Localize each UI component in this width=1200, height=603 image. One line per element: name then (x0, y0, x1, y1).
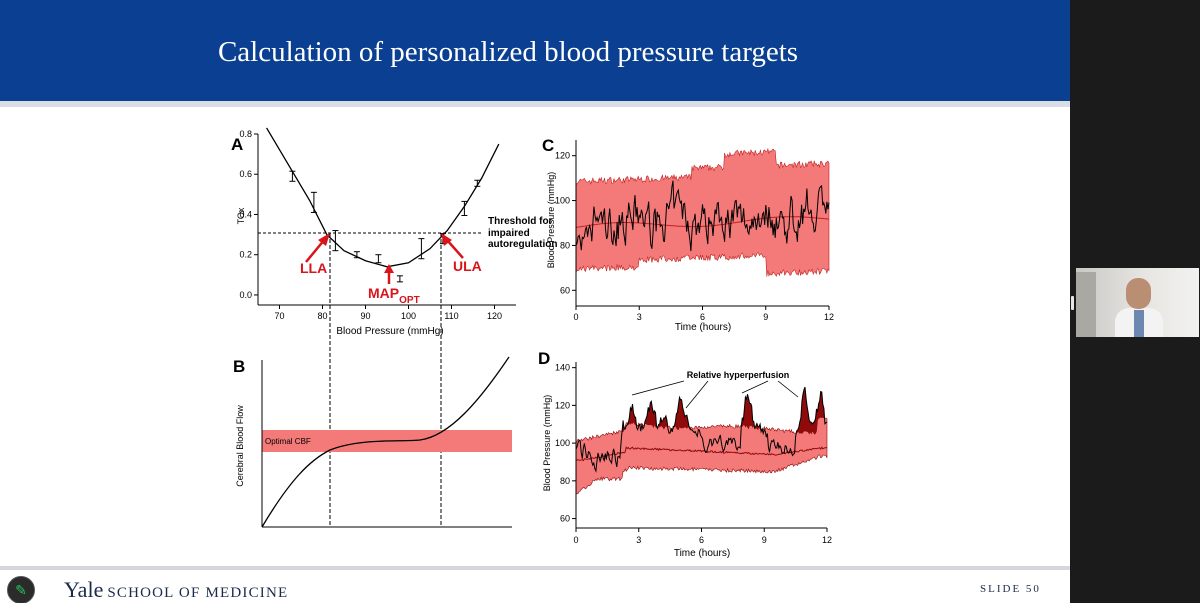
speaker-head (1126, 278, 1151, 309)
slide-title: Calculation of personalized blood pressu… (217, 36, 799, 68)
threshold-label-3: autoregulation (488, 239, 557, 250)
slide-number: SLIDE 50 (980, 583, 1041, 595)
c-ytick-label: 80 (560, 240, 570, 250)
ula-arrow-shaft (446, 239, 464, 259)
d-ytick-label: 120 (555, 400, 570, 410)
a-ytick-label: 0.8 (239, 129, 252, 139)
map-opt-label: MAPOPT (368, 285, 420, 306)
d-ytick-label: 60 (560, 514, 570, 524)
c-xtick-label: 12 (824, 312, 834, 322)
panel-d-xlabel: Time (hours) (674, 548, 730, 559)
video-door (1076, 272, 1096, 337)
a-xtick-label: 70 (274, 311, 284, 321)
annotate-button[interactable]: ✎ (7, 576, 35, 603)
panel-a-letter: A (231, 135, 243, 154)
panel-c: C 0 3 6 9 12 60 80 100 120 Time (hours) Blood Pr… (542, 136, 834, 333)
lla-arrow-head (318, 233, 330, 246)
c-bp-trace (575, 180, 830, 252)
header-rule (0, 101, 1070, 107)
d-autoregulation-band (575, 416, 828, 495)
a-ytick-label: 0.2 (239, 250, 252, 260)
panel-b-ylabel: Cerebral Blood Flow (235, 405, 245, 487)
a-ytick-label: 0.6 (239, 169, 252, 179)
speaker-shirt (1134, 310, 1144, 337)
ula-arrow-head (441, 233, 452, 246)
d-xtick-label: 0 (573, 535, 578, 545)
d-xtick-label: 9 (762, 535, 767, 545)
tox-fit-curve (266, 127, 500, 268)
a-xtick-label: 100 (401, 311, 416, 321)
c-xtick-label: 3 (637, 312, 642, 322)
d-ytick-label: 80 (560, 476, 570, 486)
brand-yale: Yale (64, 577, 104, 602)
panel-a: A 70 80 90 100 110 120 0.0 0.2 0.4 0.6 0.8 Thresho… (231, 127, 557, 337)
d-ytick-label: 140 (555, 363, 570, 373)
d-bp-trace (575, 386, 828, 473)
footer-rule (0, 566, 1070, 570)
threshold-label-1: Threshold for (488, 216, 553, 227)
a-ytick-label: 0.0 (239, 290, 252, 300)
panel-a-ylabel: TOx (236, 207, 246, 224)
panel-d: D 0 3 6 9 12 60 80 100 120 140 Relative hyperperf… (538, 349, 832, 559)
d-xtick-label: 12 (822, 535, 832, 545)
brand-school: SCHOOL OF MEDICINE (107, 585, 289, 601)
d-xtick-label: 6 (699, 535, 704, 545)
panel-d-ylabel: Blood Pressure (mmHg) (542, 395, 552, 492)
threshold-label-2: impaired (488, 228, 530, 239)
panel-c-xlabel: Time (hours) (675, 322, 731, 333)
c-ytick-label: 60 (560, 285, 570, 295)
optimal-cbf-label: Optimal CBF (265, 437, 311, 446)
pointer-line-4 (777, 380, 799, 398)
cbf-curve (261, 356, 510, 528)
participant-video-tile[interactable] (1076, 268, 1199, 337)
panel-a-xlabel: Blood Pressure (mmHg) (336, 326, 443, 337)
slide-header-bar (0, 0, 1070, 101)
a-xtick-label: 80 (317, 311, 327, 321)
video-panel-handle[interactable] (1071, 296, 1074, 310)
c-autoregulation-band (575, 147, 830, 278)
a-xtick-label: 110 (444, 311, 458, 321)
d-ytick-label: 100 (555, 438, 570, 448)
pointer-line-3 (741, 380, 769, 394)
panel-c-ylabel: Blood Pressure (mmHg) (546, 172, 556, 269)
panel-b-letter: B (233, 357, 245, 376)
panel-c-letter: C (542, 136, 554, 155)
c-xtick-label: 9 (763, 312, 768, 322)
hyperperfusion-label: Relative hyperperfusion (687, 370, 790, 380)
c-optimal-line (575, 216, 830, 228)
ula-label: ULA (453, 258, 482, 274)
a-ytick-label: 0.4 (239, 209, 252, 219)
footer-brand: Yale SCHOOL OF MEDICINE (64, 577, 288, 603)
pointer-line-2 (685, 380, 709, 409)
d-optimal-line (575, 446, 828, 462)
panel-d-letter: D (538, 349, 550, 368)
lla-label: LLA (300, 260, 327, 276)
c-xtick-label: 0 (573, 312, 578, 322)
a-xtick-label: 90 (360, 311, 370, 321)
slide-canvas: Calculation of personalized blood pressu… (0, 0, 1070, 603)
a-xtick-label: 120 (487, 311, 502, 321)
c-xtick-label: 6 (700, 312, 705, 322)
d-xtick-label: 3 (636, 535, 641, 545)
pointer-line-1 (631, 380, 685, 396)
map-arrow-head (384, 264, 394, 273)
c-ytick-label: 100 (555, 196, 570, 206)
panel-b: B Optimal CBF Cerebral Blood Flow (233, 356, 512, 528)
c-ytick-label: 120 (555, 151, 570, 161)
pencil-icon: ✎ (15, 582, 27, 598)
